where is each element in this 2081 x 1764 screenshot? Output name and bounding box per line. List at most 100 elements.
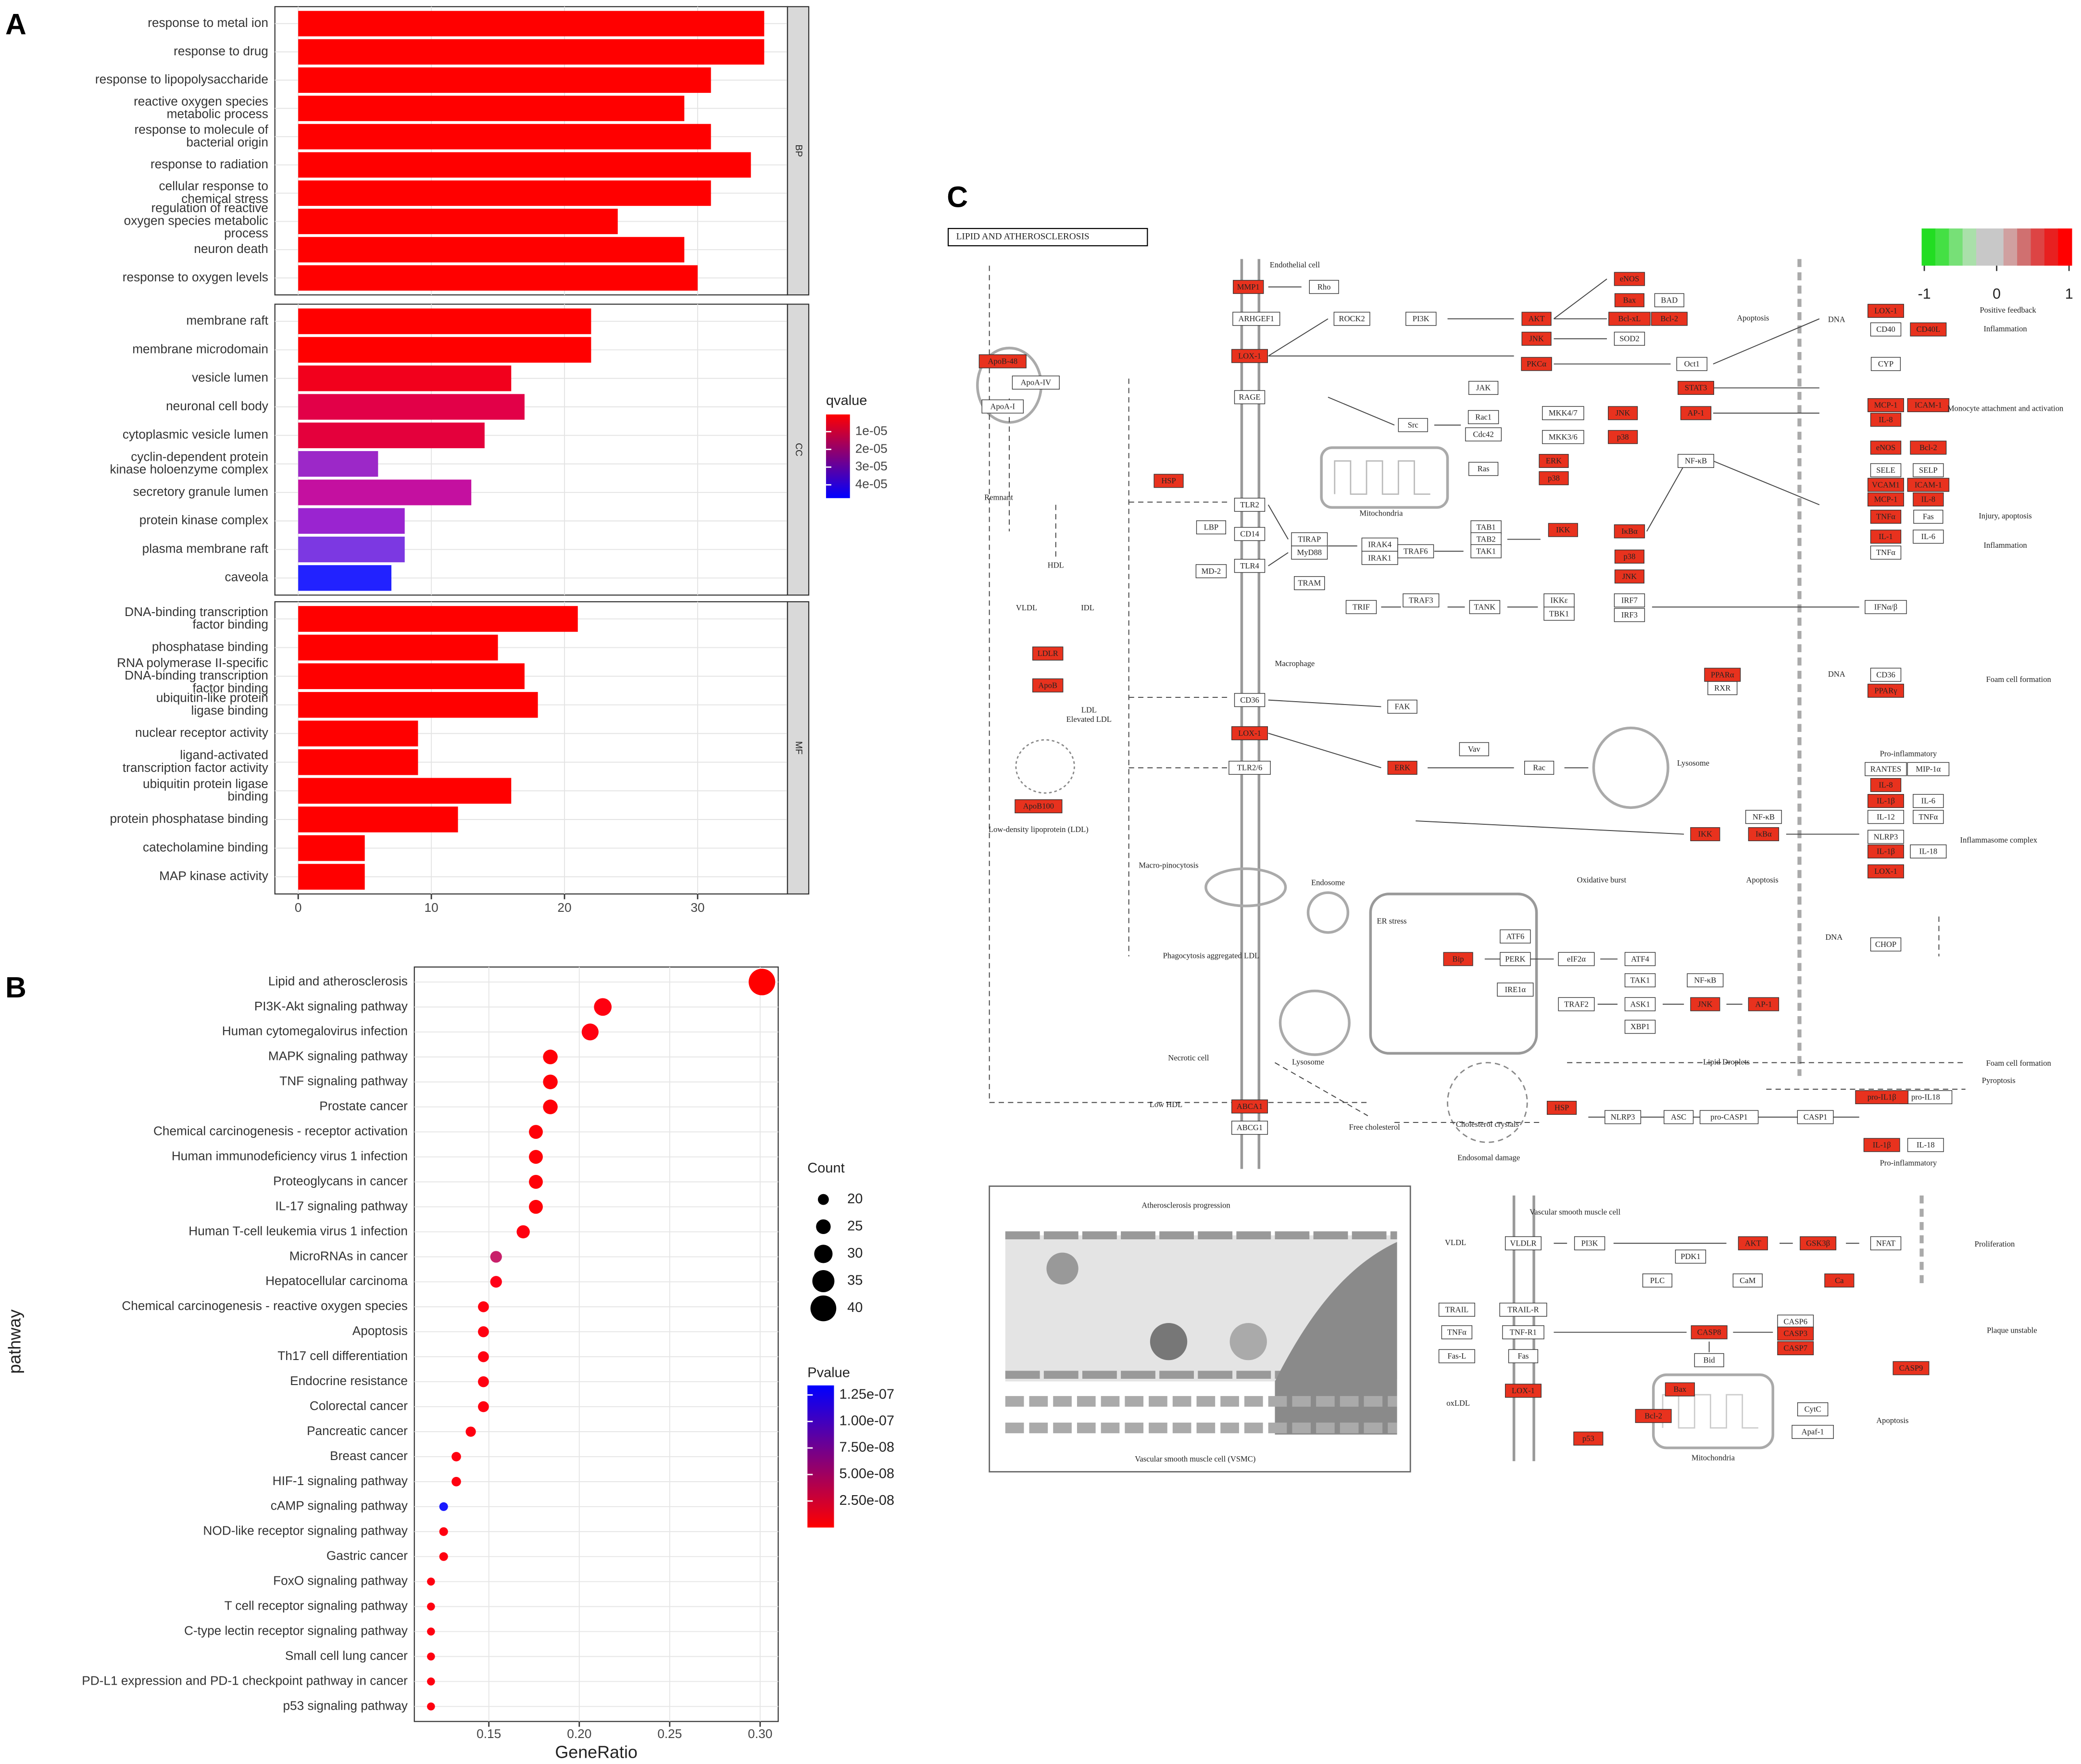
pathway-node xyxy=(1868,810,1904,824)
pathway-node xyxy=(1907,762,1950,776)
pathway-node xyxy=(1398,418,1428,432)
pathway-note: LDL xyxy=(1081,706,1097,715)
pathway-node xyxy=(1699,1110,1759,1124)
pathway-node-label: JNK xyxy=(1622,572,1637,581)
category-label: Apoptosis xyxy=(352,1323,408,1338)
pathway-node-label: SELP xyxy=(1919,466,1938,475)
pathway-node-label: BAD xyxy=(1661,295,1678,304)
pathway-note: Low-density lipoprotein (LDL) xyxy=(989,825,1089,834)
point xyxy=(529,1125,543,1139)
category-label: Human T-cell leukemia virus 1 infection xyxy=(188,1223,408,1238)
pathway-node-label: Fas xyxy=(1923,512,1934,521)
pathway-node xyxy=(1196,520,1226,535)
category-label: Pancreatic cancer xyxy=(307,1424,408,1438)
x-axis-title: GeneRatio xyxy=(555,1742,638,1762)
category-label: regulation of reactive oxygen species met… xyxy=(124,201,268,240)
category-label: phosphatase binding xyxy=(152,639,268,654)
pathway-node xyxy=(1738,1236,1768,1250)
pathway-node xyxy=(1797,1402,1829,1417)
pathway-node-label: IL-6 xyxy=(1921,796,1935,806)
pathway-note: Inflammasome complex xyxy=(1960,835,2038,844)
category-label: MAP kinase activity xyxy=(159,869,269,883)
point xyxy=(439,1502,448,1511)
pathway-node xyxy=(1195,564,1227,579)
pathway-node xyxy=(1608,406,1638,420)
pathway-node xyxy=(1910,322,1947,337)
pathway-node-label: MKK4/7 xyxy=(1549,408,1578,417)
pathway-node xyxy=(1605,1110,1642,1124)
pathway-node-label: ERK xyxy=(1394,763,1410,772)
pathway-node-label: JNK xyxy=(1529,334,1543,343)
pathway-node-label: CytC xyxy=(1805,1405,1821,1414)
pathway-node xyxy=(1558,997,1595,1011)
pathway-node-label: Rho xyxy=(1317,282,1331,291)
facet-strip xyxy=(787,303,810,596)
pathway-node-label: Bax xyxy=(1623,295,1636,304)
pathway-node xyxy=(1913,463,1944,478)
pathway-node-label: Ca xyxy=(1835,1276,1844,1285)
category-label: MAPK signaling pathway xyxy=(268,1049,408,1063)
pathway-node-label: eIF2α xyxy=(1567,954,1586,963)
colorbar-tick-label: 7.50e-08 xyxy=(840,1440,895,1455)
pathway-node-label: pro-IL1β xyxy=(1868,1093,1896,1102)
colorbar-segment xyxy=(2031,228,2045,266)
pathway-note: Foam cell formation xyxy=(1986,1058,2052,1068)
panel-label: C xyxy=(947,180,968,213)
point xyxy=(478,1326,489,1337)
pathway-node xyxy=(1443,952,1473,966)
category-label: C-type lectin receptor signaling pathway xyxy=(184,1623,408,1638)
pathway-node xyxy=(1635,1409,1672,1423)
colorbar-title: Pvalue xyxy=(807,1365,850,1381)
pathway-node xyxy=(1654,293,1684,307)
pathway-node-label: LOX-1 xyxy=(1238,351,1261,360)
pathway-node xyxy=(1499,1302,1547,1317)
pathway-note: Mitochondria xyxy=(1359,509,1403,518)
pathway-note: oxLDL xyxy=(1446,1399,1470,1408)
lesion-inset xyxy=(989,1185,1411,1473)
pathway-note: Atherosclerosis progression xyxy=(1141,1201,1230,1210)
category-label: Lipid and atherosclerosis xyxy=(268,974,408,988)
size-legend-key xyxy=(814,1245,833,1263)
point xyxy=(478,1401,489,1412)
category-label: neuronal cell body xyxy=(166,399,269,413)
pathway-node-label: PLC xyxy=(1650,1276,1665,1285)
pathway-node xyxy=(1748,997,1780,1011)
pathway-node xyxy=(1291,532,1328,546)
pathway-node xyxy=(1543,593,1575,607)
pathway-node-label: STAT3 xyxy=(1685,383,1707,392)
pathway-node xyxy=(1465,427,1502,441)
category-label: caveola xyxy=(225,570,269,584)
point xyxy=(478,1376,489,1387)
pathway-node-label: Apaf-1 xyxy=(1802,1427,1824,1436)
bar xyxy=(298,606,578,632)
pathway-node xyxy=(1548,523,1578,537)
pathway-node-label: TBK1 xyxy=(1549,609,1569,618)
pathway-node-label: MIP-1α xyxy=(1916,764,1941,773)
pathway-node xyxy=(1614,549,1645,564)
colorbar-segment xyxy=(1976,228,1991,266)
pathway-node xyxy=(1233,280,1264,294)
pathway-node-label: eNOS xyxy=(1876,443,1895,452)
pathway-node-label: TAB2 xyxy=(1477,535,1496,544)
pathway-node xyxy=(1524,760,1554,775)
pathway-node-label: Fas xyxy=(1517,1351,1529,1361)
pathway-node-label: IKKε xyxy=(1550,596,1567,605)
pathway-node xyxy=(1624,1020,1656,1034)
pathway-node xyxy=(1870,1236,1902,1250)
pathway-node xyxy=(1687,973,1724,987)
pathway-node xyxy=(1675,1249,1706,1264)
pathway-node xyxy=(1614,569,1645,584)
point xyxy=(529,1150,543,1164)
bar xyxy=(298,237,685,263)
pathway-note: Elevated LDL xyxy=(1066,715,1112,724)
pathway-note: Positive feedback xyxy=(1980,305,2036,315)
pathway-node xyxy=(978,354,1027,368)
pathway-note: DNA xyxy=(1825,932,1843,942)
pathway-note: Apoptosis xyxy=(1876,1416,1908,1425)
pathway-node-label: ApoB-48 xyxy=(988,356,1017,365)
pathway-node xyxy=(1704,668,1741,682)
pathway-node xyxy=(1470,544,1502,558)
point xyxy=(427,1602,435,1611)
pathway-node-label: PPARγ xyxy=(1874,686,1897,695)
facet-label: MF xyxy=(793,741,803,755)
